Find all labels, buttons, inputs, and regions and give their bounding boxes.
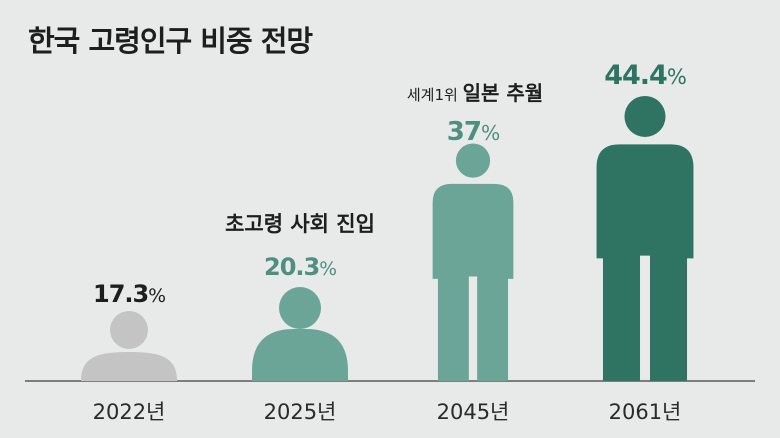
chart-title: 한국 고령인구 비중 전망 [28,24,313,58]
figure-bar [81,311,177,381]
value-label: 44.4% [604,60,686,91]
value-label: 37% [447,117,500,147]
value-label: 17.3% [93,280,165,308]
annotation-surpass-japan: 세계1위 일본 추월 [407,81,543,105]
figure-bar [252,287,348,381]
category-label: 2045년 [437,400,510,424]
annotation-super-aged: 초고령 사회 진입 [225,212,375,236]
category-label: 2025년 [264,400,337,424]
category-label: 2022년 [93,400,166,424]
category-label: 2061년 [609,400,682,424]
figure-bar [596,95,694,381]
value-label: 20.3% [264,253,336,281]
figure-bar [432,143,514,381]
